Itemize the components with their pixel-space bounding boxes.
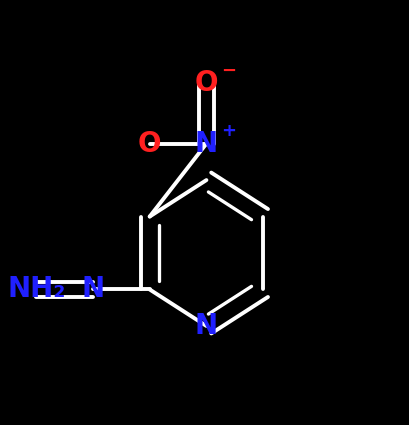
Text: −: −	[221, 62, 236, 80]
Text: N: N	[195, 312, 218, 340]
Text: N: N	[195, 130, 218, 158]
Text: +: +	[221, 122, 236, 141]
Text: NH₂: NH₂	[7, 275, 65, 303]
Text: O: O	[138, 130, 162, 158]
Text: N: N	[81, 275, 105, 303]
Text: O: O	[195, 69, 218, 97]
